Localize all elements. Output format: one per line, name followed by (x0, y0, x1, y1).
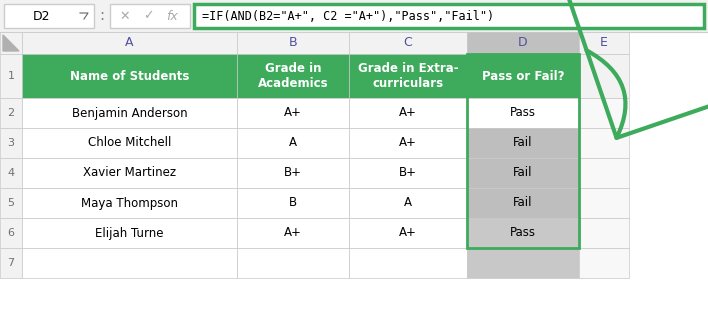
Bar (237, 32, 349, 54)
Bar (4, 4, 94, 28)
Text: A+: A+ (399, 227, 417, 240)
Bar (22, 128, 237, 158)
Text: D2: D2 (33, 10, 50, 23)
Text: 3: 3 (8, 138, 14, 148)
Text: Fail: Fail (513, 197, 532, 210)
Text: Pass: Pass (510, 227, 536, 240)
Text: Name of Students: Name of Students (70, 69, 189, 82)
Text: Maya Thompson: Maya Thompson (81, 197, 178, 210)
Text: B+: B+ (284, 166, 302, 179)
Bar (22, 32, 237, 54)
Bar (467, 158, 579, 188)
Bar (0, 188, 22, 218)
Text: ✓: ✓ (143, 10, 153, 23)
Text: 6: 6 (8, 228, 14, 238)
Text: 2: 2 (8, 108, 15, 118)
Bar (579, 218, 629, 248)
Text: fx: fx (166, 10, 178, 23)
Bar (349, 128, 467, 158)
Bar (0, 218, 22, 248)
Bar (349, 32, 467, 54)
Bar (0, 248, 22, 278)
Text: B: B (289, 197, 297, 210)
Text: 1: 1 (8, 71, 14, 81)
Bar (467, 188, 579, 218)
Text: Fail: Fail (513, 136, 532, 149)
Bar (22, 248, 237, 278)
Bar (349, 98, 467, 128)
Bar (237, 218, 349, 248)
Text: Grade in
Academics: Grade in Academics (258, 62, 329, 90)
Bar (579, 188, 629, 218)
Bar (349, 248, 467, 278)
Text: A: A (404, 197, 412, 210)
Text: A+: A+ (399, 136, 417, 149)
Bar (467, 54, 579, 98)
Bar (237, 128, 349, 158)
Text: 7: 7 (8, 258, 15, 268)
Text: Fail: Fail (513, 166, 532, 179)
Bar (349, 158, 467, 188)
Text: ✕: ✕ (120, 10, 130, 23)
Text: 4: 4 (8, 168, 15, 178)
Text: Elijah Turne: Elijah Turne (96, 227, 164, 240)
Text: A+: A+ (399, 107, 417, 119)
Bar (22, 54, 237, 98)
Text: A: A (125, 37, 134, 50)
Bar (194, 4, 704, 28)
Text: Xavier Martinez: Xavier Martinez (83, 166, 176, 179)
Bar (579, 32, 629, 54)
Text: B+: B+ (399, 166, 417, 179)
Bar (0, 98, 22, 128)
Text: C: C (404, 37, 412, 50)
Bar (237, 54, 349, 98)
Text: E: E (600, 37, 608, 50)
Bar (579, 54, 629, 98)
Text: Grade in Extra-
curriculars: Grade in Extra- curriculars (358, 62, 458, 90)
Bar (579, 128, 629, 158)
Bar (110, 4, 190, 28)
Bar (0, 54, 22, 98)
Bar (22, 98, 237, 128)
Bar (22, 218, 237, 248)
Text: 5: 5 (8, 198, 14, 208)
Bar (467, 248, 579, 278)
Text: Pass: Pass (510, 107, 536, 119)
Text: =IF(AND(B2="A+", C2 ="A+"),"Pass","Fail"): =IF(AND(B2="A+", C2 ="A+"),"Pass","Fail"… (202, 10, 494, 23)
Bar (467, 54, 579, 248)
Text: Chloe Mitchell: Chloe Mitchell (88, 136, 171, 149)
Bar (0, 32, 22, 54)
Bar (467, 218, 579, 248)
Bar (467, 128, 579, 158)
Bar (349, 218, 467, 248)
Text: A: A (289, 136, 297, 149)
Text: A+: A+ (284, 107, 302, 119)
Bar (579, 98, 629, 128)
Bar (467, 98, 579, 128)
Text: :: : (99, 8, 105, 24)
Text: Benjamin Anderson: Benjamin Anderson (72, 107, 188, 119)
Bar (467, 32, 579, 54)
Bar (22, 188, 237, 218)
Bar (0, 158, 22, 188)
Text: A+: A+ (284, 227, 302, 240)
Bar (237, 248, 349, 278)
Text: Pass or Fail?: Pass or Fail? (481, 69, 564, 82)
Bar (0, 0, 708, 32)
Bar (349, 54, 467, 98)
Bar (237, 188, 349, 218)
Bar (349, 188, 467, 218)
Bar (579, 158, 629, 188)
Bar (237, 98, 349, 128)
Bar (22, 158, 237, 188)
Bar (0, 128, 22, 158)
Text: B: B (289, 37, 297, 50)
Bar (579, 248, 629, 278)
Bar (237, 158, 349, 188)
Polygon shape (3, 35, 19, 51)
Text: D: D (518, 37, 527, 50)
